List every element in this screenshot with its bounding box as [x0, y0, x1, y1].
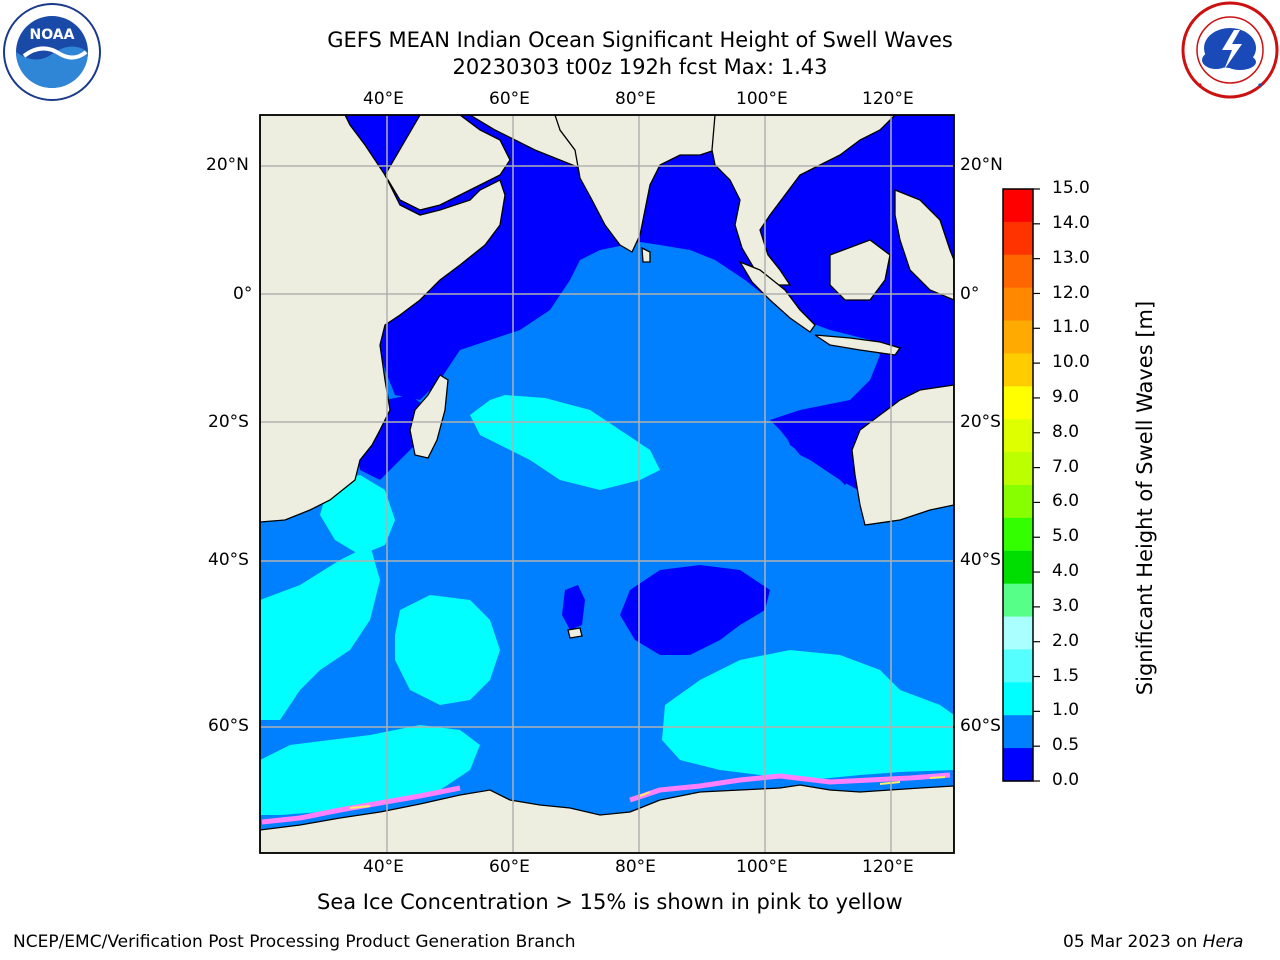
lat-label-right: 40°S: [960, 550, 1001, 570]
footer-date: 05 Mar 2023 on Hera: [1063, 932, 1243, 952]
colorbar-segment: [1003, 320, 1033, 355]
colorbar-segment: [1003, 550, 1033, 585]
lat-label-left: 40°S: [208, 550, 249, 570]
colorbar: [1002, 188, 1040, 782]
lat-label-right: 0°: [960, 284, 980, 304]
land-india: [554, 115, 721, 253]
colorbar-frame: [1002, 188, 1034, 782]
colorbar-segment: [1003, 221, 1033, 256]
colorbar-tick-label: 10.0: [1052, 352, 1090, 373]
colorbar-tick-label: 6.0: [1052, 491, 1080, 512]
colorbar-tick-label: 3.0: [1052, 595, 1080, 616]
land-arabia: [384, 115, 511, 211]
footer-date-text: 05 Mar 2023 on: [1063, 932, 1203, 952]
colorbar-segment: [1003, 452, 1033, 486]
noaa-logo: NOAA: [3, 3, 101, 101]
colorbar-segment: [1003, 649, 1033, 683]
sea-ice-fringe-east: [629, 772, 951, 803]
colorbar-tick-label: 2.0: [1052, 630, 1080, 651]
lat-label-right: 20°S: [960, 412, 1001, 432]
colorbar-tick-label: 0.0: [1052, 770, 1080, 790]
colorbar-tick-label: 5.0: [1052, 526, 1080, 547]
chart-title: GEFS MEAN Indian Ocean Significant Heigh…: [327, 28, 953, 52]
colorbar-tick-label: 14.0: [1052, 212, 1090, 233]
colorbar-segment: [1003, 682, 1033, 716]
cyan-region-mid-south: [395, 595, 500, 705]
colorbar-segment: [1003, 353, 1033, 387]
nws-logo: [1181, 1, 1279, 99]
lon-label-top: 120°E: [862, 89, 914, 109]
cyan-region-southeast: [662, 650, 954, 780]
colorbar-tick-label: 13.0: [1052, 247, 1090, 268]
colorbar-segment: [1003, 616, 1033, 651]
land-borneo: [829, 239, 891, 301]
lon-label-top: 60°E: [489, 89, 530, 109]
land-philippines-indonesia-east: [894, 189, 954, 301]
colorbar-tick-label: 7.0: [1052, 456, 1080, 477]
land-africa: [260, 115, 506, 523]
colorbar-tick-label: 12.0: [1052, 282, 1090, 303]
dark-blue-region-australia-west: [780, 420, 858, 490]
cyan-region-west-mid: [320, 475, 395, 555]
lon-label-bottom: 60°E: [489, 857, 530, 877]
sea-ice-yellow-patches: [349, 776, 946, 809]
dark-blue-islands-kerguelen: [562, 585, 585, 630]
map-frame: [259, 114, 955, 854]
colorbar-tick-label: 4.0: [1052, 561, 1080, 582]
colorbar-tick-label: 0.5: [1052, 735, 1080, 756]
colorbar-segment: [1003, 189, 1033, 223]
chart-subtitle: 20230303 t00z 192h fcst Max: 1.43: [452, 55, 828, 79]
dark-blue-region-south-central: [620, 565, 770, 655]
lat-label-left: 20°S: [208, 412, 249, 432]
colorbar-segment: [1003, 583, 1033, 618]
land-sri-lanka: [641, 246, 651, 263]
colorbar-segment: [1003, 485, 1033, 519]
colorbar-segment: [1003, 715, 1033, 749]
land-kerguelen: [567, 627, 583, 639]
land-java: [814, 334, 902, 356]
lon-label-top: 40°E: [363, 89, 404, 109]
lon-label-top: 100°E: [736, 89, 788, 109]
colorbar-tick-label: 11.0: [1052, 317, 1090, 338]
colorbar-label: Significant Height of Swell Waves [m]: [1133, 300, 1157, 696]
sea-ice-caption: Sea Ice Concentration > 15% is shown in …: [317, 890, 903, 914]
lat-label-right: 60°S: [960, 716, 1001, 736]
colorbar-tick-label: 1.0: [1052, 700, 1080, 721]
colorbar-segment: [1003, 517, 1033, 552]
land-southeast-asia: [711, 115, 896, 286]
noaa-logo-text: NOAA: [30, 27, 75, 43]
colorbar-segment: [1003, 386, 1033, 420]
land-antarctica: [260, 784, 954, 853]
lon-label-bottom: 80°E: [615, 857, 656, 877]
cyan-region-southwest: [260, 545, 380, 720]
lat-label-left: 20°N: [206, 155, 249, 175]
lat-label-right: 20°N: [960, 155, 1003, 175]
land-madagascar: [409, 374, 449, 459]
lat-label-left: 0°: [233, 284, 253, 304]
colorbar-segment: [1003, 254, 1033, 289]
colorbar-segment: [1003, 748, 1033, 782]
lon-label-bottom: 100°E: [736, 857, 788, 877]
cyan-region-central: [470, 395, 660, 490]
colorbar-tick-label: 8.0: [1052, 421, 1080, 442]
lon-label-top: 80°E: [615, 89, 656, 109]
land-sumatra: [738, 260, 816, 333]
colorbar-tick-label: 15.0: [1052, 178, 1090, 198]
map-gridlines: [260, 115, 954, 853]
colorbar-segment: [1003, 287, 1033, 322]
lat-label-left: 60°S: [208, 716, 249, 736]
footer-host: Hera: [1202, 932, 1244, 952]
footer-credit: NCEP/EMC/Verification Post Processing Pr…: [13, 932, 576, 952]
land-australia: [851, 384, 954, 526]
colorbar-tick-label: 9.0: [1052, 386, 1080, 407]
colorbar-tick-label: 1.5: [1052, 665, 1080, 686]
lon-label-bottom: 40°E: [363, 857, 404, 877]
lon-label-bottom: 120°E: [862, 857, 914, 877]
colorbar-segment: [1003, 419, 1033, 453]
